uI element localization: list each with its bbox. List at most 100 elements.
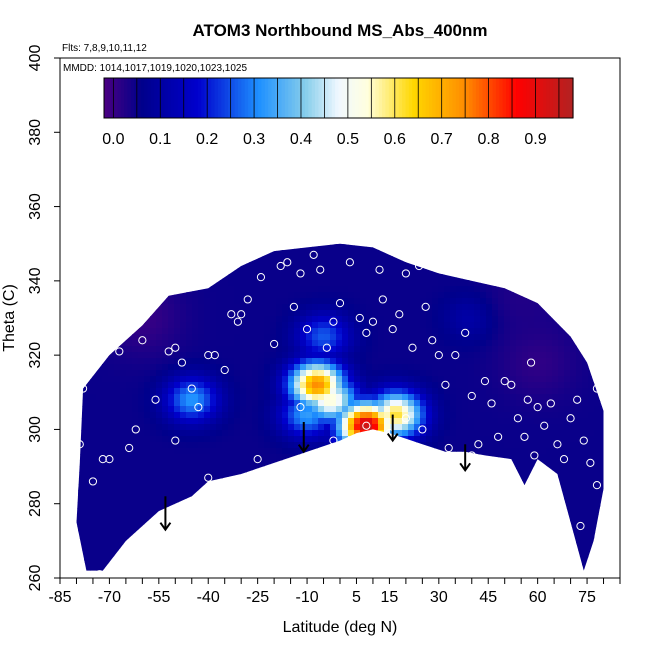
heatmap-cell [108, 484, 115, 491]
heatmap-cell [390, 256, 397, 263]
heatmap-cell [210, 274, 217, 281]
heatmap-cell [198, 298, 205, 305]
heatmap-cell [534, 436, 541, 443]
heatmap-cell [462, 568, 469, 571]
heatmap-cell [120, 514, 127, 521]
heatmap-cell [546, 424, 553, 431]
heatmap-cell [444, 310, 451, 317]
heatmap-cell [396, 544, 403, 551]
heatmap-cell [582, 412, 589, 419]
heatmap-cell [348, 340, 355, 347]
heatmap-cell [198, 328, 205, 335]
heatmap-cell [144, 304, 151, 311]
heatmap-cell [420, 484, 427, 491]
heatmap-cell [354, 526, 361, 533]
heatmap-cell [372, 454, 379, 461]
heatmap-cell [498, 262, 505, 269]
heatmap-cell [558, 550, 565, 557]
heatmap-cell [138, 430, 145, 437]
heatmap-cell [246, 298, 253, 305]
heatmap-cell [354, 478, 361, 485]
heatmap-cell [240, 316, 247, 323]
heatmap-cell [342, 448, 349, 455]
heatmap-cell [492, 550, 499, 557]
heatmap-cell [240, 466, 247, 473]
heatmap-cell [504, 412, 511, 419]
heatmap-cell [480, 364, 487, 371]
heatmap-cell [576, 292, 583, 299]
heatmap-cell [150, 286, 157, 293]
heatmap-cell [354, 364, 361, 371]
heatmap-cell [78, 244, 85, 251]
heatmap-cell [102, 472, 109, 479]
heatmap-cell [76, 364, 79, 371]
heatmap-cell [402, 556, 409, 563]
heatmap-cell [348, 562, 355, 569]
heatmap-cell [498, 310, 505, 317]
heatmap-cell [180, 388, 187, 395]
heatmap-cell [456, 243, 463, 245]
heatmap-cell [570, 478, 577, 485]
heatmap-cell [258, 400, 265, 407]
heatmap-cell [456, 394, 463, 401]
heatmap-cell [384, 262, 391, 269]
heatmap-cell [90, 268, 97, 275]
heatmap-cell [234, 436, 241, 443]
heatmap-cell [306, 328, 313, 335]
heatmap-cell [252, 292, 259, 299]
heatmap-cell [132, 436, 139, 443]
heatmap-cell [108, 466, 115, 473]
heatmap-cell [312, 556, 319, 563]
heatmap-cell [450, 358, 457, 365]
heatmap-cell [132, 412, 139, 419]
heatmap-cell [384, 352, 391, 359]
heatmap-cell [150, 280, 157, 287]
heatmap-cell [396, 472, 403, 479]
heatmap-cell [60, 298, 67, 305]
heatmap-cell [534, 412, 541, 419]
heatmap-cell [186, 484, 193, 491]
heatmap-cell [438, 292, 445, 299]
heatmap-cell [306, 376, 313, 383]
heatmap-cell [366, 352, 373, 359]
heatmap-cell [372, 370, 379, 377]
heatmap-cell [96, 562, 103, 569]
heatmap-cell [288, 322, 295, 329]
heatmap-cell [432, 358, 439, 365]
heatmap-cell [456, 286, 463, 293]
heatmap-cell [324, 364, 331, 371]
heatmap-cell [576, 364, 583, 371]
heatmap-cell [366, 532, 373, 539]
heatmap-cell [300, 352, 307, 359]
heatmap-cell [402, 490, 409, 497]
heatmap-cell [90, 412, 97, 419]
heatmap-cell [270, 562, 277, 569]
heatmap-cell [348, 520, 355, 527]
heatmap-cell [408, 334, 415, 341]
heatmap-cell [510, 478, 517, 485]
heatmap-cell [114, 406, 121, 413]
heatmap-cell [300, 418, 307, 425]
heatmap-cell [534, 388, 541, 395]
heatmap-cell [306, 268, 313, 275]
heatmap-cell [552, 424, 559, 431]
heatmap-cell [528, 280, 535, 287]
heatmap-cell [66, 292, 73, 299]
heatmap-cell [168, 376, 175, 383]
heatmap-cell [354, 412, 361, 419]
heatmap-cell [372, 526, 379, 533]
heatmap-cell [450, 568, 457, 571]
heatmap-cell [474, 568, 481, 571]
heatmap-cell [222, 292, 229, 299]
heatmap-cell [126, 376, 133, 383]
heatmap-cell [132, 340, 139, 347]
heatmap-cell [468, 532, 475, 539]
heatmap-cell [396, 310, 403, 317]
heatmap-cell [450, 310, 457, 317]
heatmap-cell [582, 364, 589, 371]
heatmap-cell [240, 550, 247, 557]
heatmap-cell [474, 394, 481, 401]
heatmap-cell [198, 244, 205, 251]
heatmap-cell [426, 322, 433, 329]
heatmap-cell [354, 352, 361, 359]
